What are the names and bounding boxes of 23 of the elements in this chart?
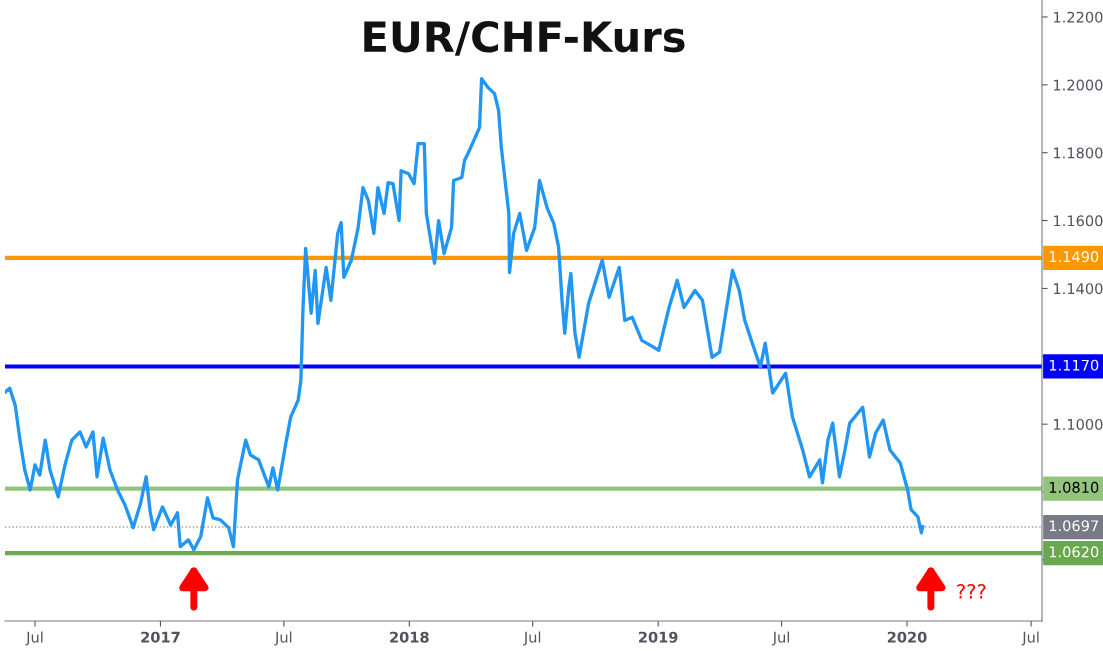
y-tick-label: 1.2000	[1054, 79, 1103, 91]
line-series	[5, 77, 925, 552]
y-tick-label: 1.1000	[1054, 418, 1103, 430]
ref-line-label: 1.0810	[1049, 481, 1099, 493]
chart-title: EUR/CHF-Kurs	[364, 20, 685, 56]
x-tick-label: 2020	[887, 631, 927, 643]
ref-line-label: 1.1170	[1049, 359, 1099, 371]
ref-line-label: 1.0620	[1049, 546, 1099, 558]
y-tick-label: 1.1800	[1054, 147, 1103, 159]
x-tick-label: 2019	[639, 631, 678, 643]
x-tick-label: Jul	[772, 631, 789, 646]
ref-line-label: 1.0697	[1049, 520, 1098, 532]
x-tick-label: Jul	[274, 631, 292, 646]
y-tick-label: 1.1600	[1054, 215, 1103, 227]
annotation: ???	[957, 583, 986, 599]
x-tick-label: 2017	[141, 631, 180, 643]
x-tick-label: Jul	[25, 631, 43, 646]
x-tick-label: Jul	[1021, 631, 1039, 646]
ref-line-label: 1.1490	[1049, 251, 1099, 263]
x-tick-label: Jul	[523, 631, 541, 646]
y-tick-label: 1.2200	[1054, 11, 1103, 23]
x-tick-label: 2018	[390, 631, 429, 643]
y-tick-label: 1.1400	[1054, 283, 1103, 295]
